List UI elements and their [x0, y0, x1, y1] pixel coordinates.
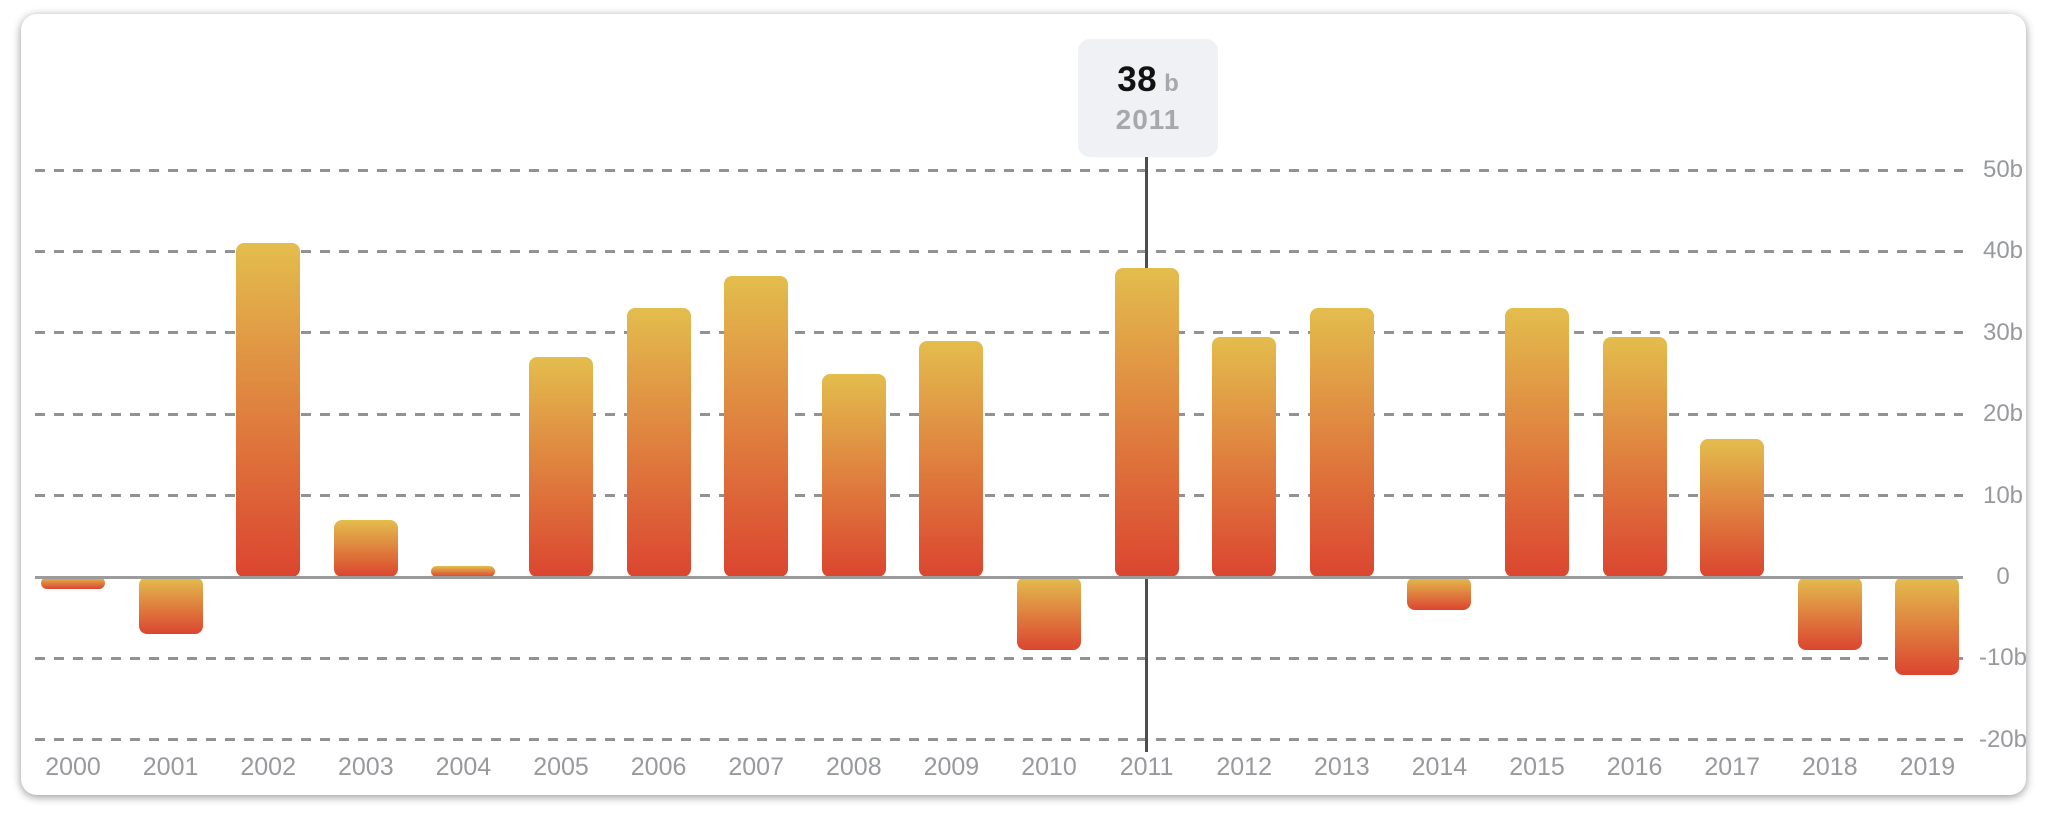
bar-2000[interactable] [41, 577, 105, 590]
bar-2003[interactable] [333, 520, 398, 577]
gridline-30b [35, 331, 1963, 335]
y-tick-label-50b: 50b [1982, 156, 2024, 183]
x-label-2001: 2001 [142, 753, 199, 781]
bar-2008[interactable] [821, 373, 886, 577]
bar-2009[interactable] [919, 340, 984, 577]
x-label-2017: 2017 [1704, 753, 1760, 781]
bar-2014[interactable] [1407, 577, 1472, 610]
bar-2006[interactable] [626, 308, 691, 577]
x-label-2005: 2005 [533, 753, 589, 781]
x-label-2015: 2015 [1509, 753, 1565, 781]
x-label-2012: 2012 [1216, 753, 1272, 781]
y-tick-label-10b: 10b [1982, 481, 2024, 509]
x-label-2008: 2008 [825, 753, 882, 781]
x-label-2010: 2010 [1021, 753, 1077, 781]
gridline-20b [35, 412, 1963, 416]
x-label-2002: 2002 [240, 753, 296, 781]
bar-2019[interactable] [1895, 577, 1960, 675]
gridline-40b [35, 249, 1963, 253]
bar-2015[interactable] [1505, 308, 1569, 577]
x-label-2011: 2011 [1119, 753, 1174, 781]
x-axis-zero-line [35, 575, 1963, 579]
y-tick-label-20b: 20b [1982, 400, 2024, 428]
y-tick-label--20b: -20b [1978, 725, 2028, 753]
tooltip-unit: b [1164, 70, 1179, 97]
gridline-50b [35, 168, 1963, 172]
bar-2016[interactable] [1602, 336, 1667, 577]
bar-2012[interactable] [1212, 336, 1277, 577]
x-label-2009: 2009 [923, 753, 980, 781]
bar-2017[interactable] [1700, 438, 1765, 577]
gridline--20b [35, 738, 1963, 742]
bar-2004[interactable] [431, 566, 496, 577]
bar-2005[interactable] [529, 357, 593, 577]
tooltip-value: 38 [1117, 60, 1158, 99]
x-label-2004: 2004 [435, 753, 492, 781]
x-label-2018: 2018 [1801, 753, 1858, 781]
bar-2002[interactable] [236, 243, 301, 577]
x-label-2014: 2014 [1411, 753, 1468, 781]
gridline--10b [35, 656, 1963, 660]
tooltip-value-row: 38 b [1117, 60, 1179, 100]
y-tick-label-40b: 40b [1982, 237, 2024, 265]
tooltip: 38 b 2011 [1078, 39, 1218, 157]
bar-2007[interactable] [724, 275, 789, 577]
x-label-2000: 2000 [45, 753, 101, 781]
bar-2001[interactable] [138, 577, 203, 634]
x-label-2013: 2013 [1313, 753, 1370, 781]
bar-2011[interactable] [1114, 267, 1179, 577]
bar-2010[interactable] [1017, 577, 1081, 651]
gridline-10b [35, 494, 1963, 498]
bar-2013[interactable] [1309, 308, 1374, 577]
x-label-2003: 2003 [337, 753, 394, 781]
chart-card [21, 14, 2026, 795]
y-tick-label-30b: 30b [1982, 318, 2024, 346]
x-label-2006: 2006 [630, 753, 687, 781]
x-label-2019: 2019 [1899, 753, 1956, 781]
x-label-2016: 2016 [1606, 753, 1663, 781]
y-tick-label-0: 0 [1996, 563, 2010, 590]
tooltip-year: 2011 [1115, 104, 1181, 135]
bar-2018[interactable] [1797, 577, 1862, 651]
x-label-2007: 2007 [728, 753, 784, 781]
y-tick-label--10b: -10b [1978, 644, 2028, 672]
